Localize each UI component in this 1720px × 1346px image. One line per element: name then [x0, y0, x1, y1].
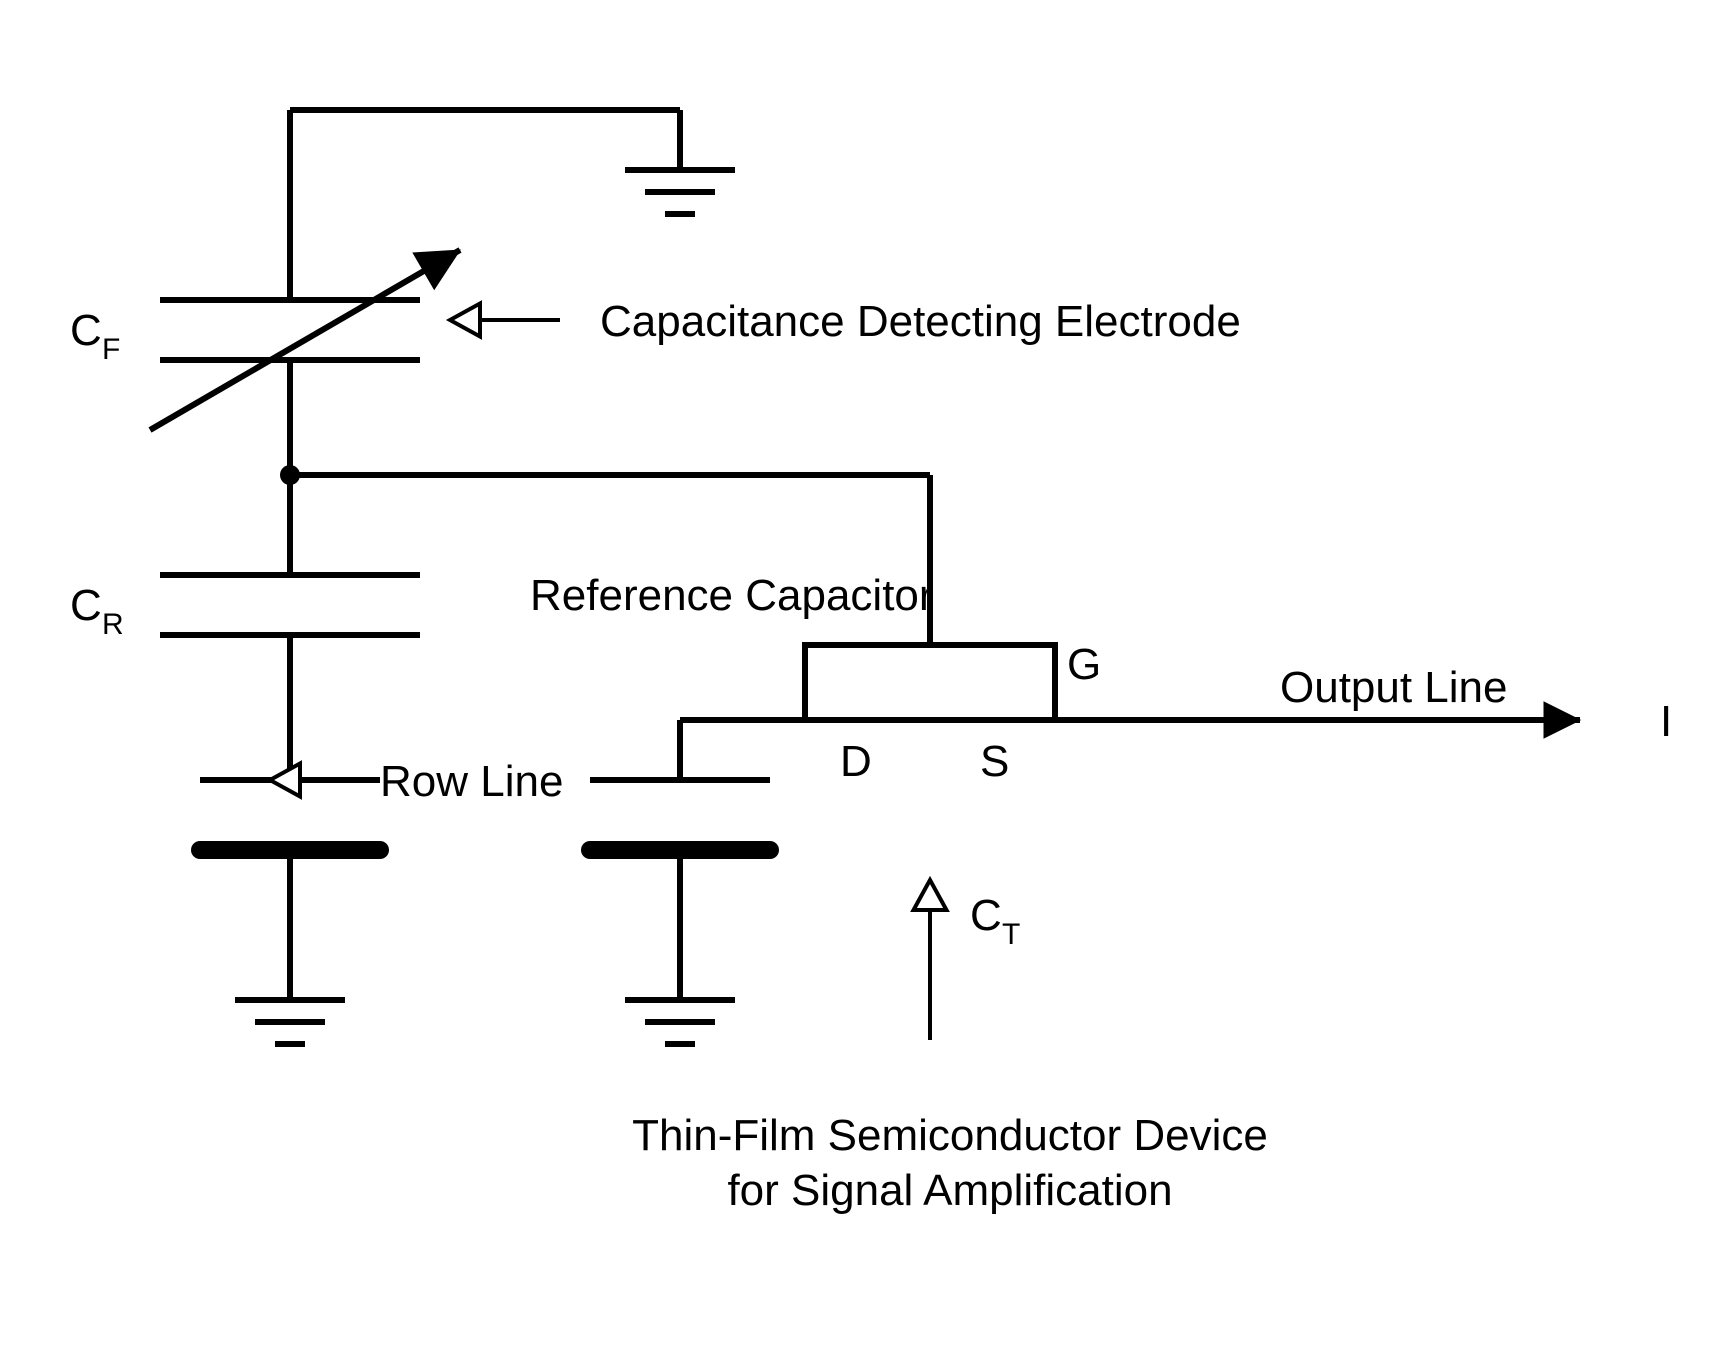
label-row: Row Line: [380, 757, 563, 806]
label-ct: C: [970, 891, 1002, 940]
label-d: D: [840, 737, 872, 786]
label-cr: C: [70, 581, 102, 630]
label-output: Output Line: [1280, 663, 1508, 712]
label-tft-1: Thin-Film Semiconductor Device: [632, 1111, 1268, 1160]
label-cap-detect: Capacitance Detecting Electrode: [600, 297, 1241, 346]
label-i: I: [1660, 697, 1672, 746]
label-cf-sub: F: [102, 333, 120, 366]
tft-device: [805, 645, 1055, 720]
label-s: S: [980, 737, 1009, 786]
label-ref-cap: Reference Capacitor: [530, 571, 934, 620]
label-cf: C: [70, 306, 102, 355]
label-g: G: [1067, 640, 1101, 689]
label-ct-sub: T: [1002, 918, 1020, 951]
label-cr-sub: R: [102, 608, 124, 641]
label-tft-2: for Signal Amplification: [727, 1166, 1172, 1215]
circuit-diagram: CFCRCapacitance Detecting ElectrodeRefer…: [0, 0, 1720, 1346]
